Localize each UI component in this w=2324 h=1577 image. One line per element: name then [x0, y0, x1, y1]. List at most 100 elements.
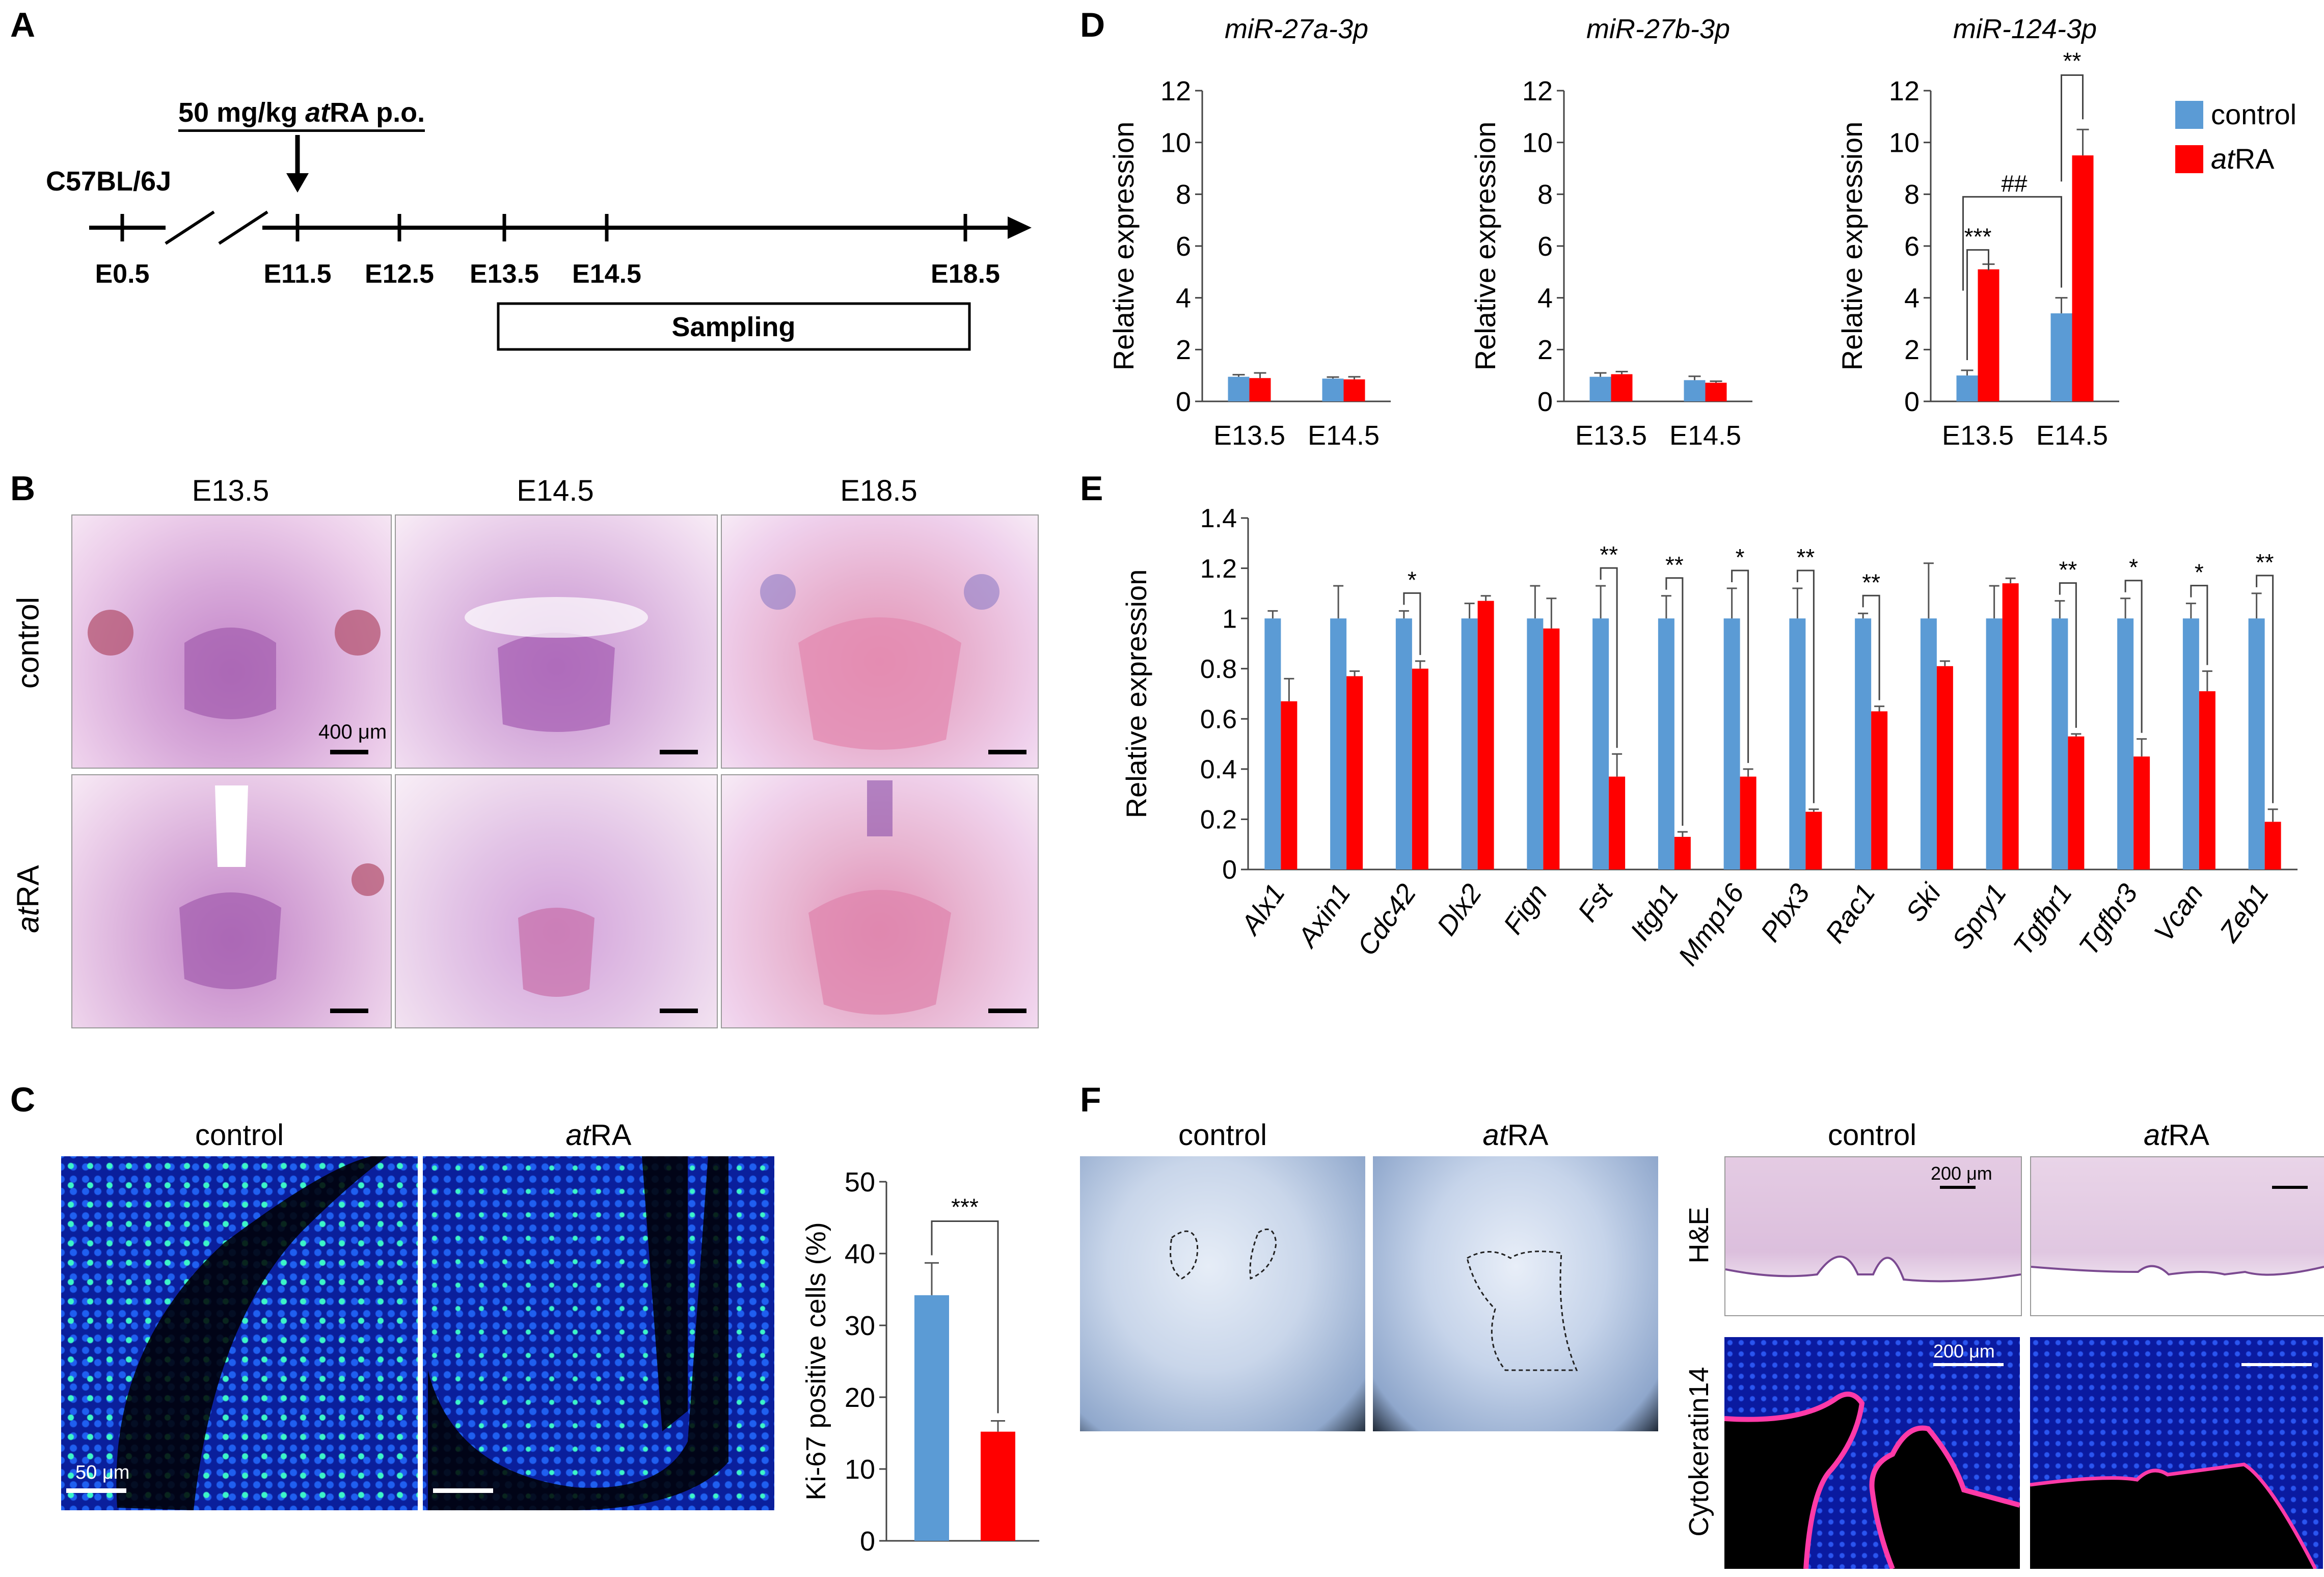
- y-tick-label: 0: [1537, 387, 1553, 417]
- ck14-section-control: [1724, 1337, 2020, 1569]
- bar-control-mmp16: [1723, 618, 1740, 869]
- significance-bracket: [1731, 569, 1749, 763]
- col-label-e14-5: E14.5: [517, 474, 594, 507]
- chart-mir-27b: miR-27b-3p 0 2 4 6 8 10 12 Relative expression E1…: [1469, 14, 1752, 451]
- bar-atra-pbx3: [1805, 811, 1822, 869]
- bar-control-vcan: [2182, 618, 2199, 869]
- c-title-atra: atRA: [565, 1119, 632, 1152]
- significance-label: *: [2195, 559, 2204, 586]
- significance-label: **: [2063, 48, 2082, 74]
- bar-atRA-E14.5: [1705, 383, 1727, 401]
- legend-label-atra: atRA: [2211, 143, 2275, 175]
- legend-swatch-control: [2175, 101, 2203, 129]
- bar-control-tgfbr1: [2051, 618, 2068, 869]
- x-tick-label: E14.5: [1669, 420, 1741, 451]
- scalebar-f-2: [2272, 1186, 2308, 1189]
- break-mark-1: [165, 210, 215, 245]
- bar-control-E13.5: [1228, 376, 1250, 401]
- bar-control-tgfbr3: [2117, 618, 2134, 869]
- scalebar-b-6: [988, 1009, 1026, 1013]
- significance-bracket: [1796, 569, 1815, 803]
- x-tick-label-tgfbr1: Tgfbr1: [2008, 878, 2078, 961]
- bar-control: [914, 1295, 949, 1541]
- y-tick-label: 12: [1160, 76, 1191, 106]
- x-tick-label-vcan: Vcan: [2148, 878, 2209, 947]
- dose-italic: at: [305, 97, 330, 128]
- y-tick-label: 12: [1522, 76, 1553, 106]
- bar-atra-vcan: [2199, 691, 2215, 869]
- bar-control-E13.5: [1589, 376, 1611, 401]
- f-row-label-ck14: Cytokeratin14: [1684, 1367, 1714, 1537]
- chart-title: miR-124-3p: [1953, 14, 2097, 44]
- y-tick-label: 50: [845, 1167, 875, 1198]
- significance-label: **: [2059, 557, 2077, 583]
- bar-atRA-E13.5: [1249, 378, 1271, 401]
- bar-atra-axin1: [1346, 676, 1363, 869]
- panel-label-a: A: [10, 6, 36, 44]
- scalebar-label-b: 400 μm: [318, 721, 387, 743]
- y-tick-label: 8: [1176, 179, 1191, 210]
- y-tick-label: 10: [1889, 128, 1920, 158]
- scalebar-label-c: 50 μm: [75, 1462, 130, 1483]
- bar-control-axin1: [1330, 618, 1347, 869]
- bar-control-cdc42: [1395, 618, 1412, 869]
- x-tick-label-dlx2: Dlx2: [1431, 878, 1488, 941]
- chart-gene-expression: 0 0.2 0.4 0.6 0.8 1 1.2 1.4 Relative expression A…: [1120, 504, 2298, 971]
- bar-atra-ski: [1936, 666, 1953, 869]
- y-tick-label: 2: [1904, 335, 1920, 365]
- y-tick-label: 2: [1537, 335, 1553, 365]
- y-tick-label: 1.2: [1200, 554, 1237, 584]
- bar-control-pbx3: [1789, 618, 1806, 869]
- panel-label-d: D: [1080, 6, 1105, 44]
- strain-label: C57BL/6J: [46, 166, 172, 197]
- panel-label-f: F: [1080, 1080, 1101, 1119]
- wholemount-atra: [1373, 1156, 1658, 1431]
- y-tick-label: 0: [1176, 387, 1191, 417]
- significance-bracket: [1966, 249, 1989, 360]
- chart-title: miR-27a-3p: [1225, 14, 1368, 44]
- scalebar-f-1: [1940, 1186, 1976, 1189]
- scalebar-label-f-2: 200 μm: [1933, 1341, 1995, 1362]
- x-tick-label-rac1: Rac1: [1819, 878, 1881, 948]
- scalebar-f-4: [2241, 1363, 2312, 1366]
- histology-atra-e18-5: [721, 774, 1039, 1028]
- sampling-box: [497, 302, 971, 351]
- ki67-image-atra: [423, 1156, 774, 1510]
- bar-control-alx1: [1264, 618, 1281, 869]
- histology-control-e18-5: [721, 514, 1039, 769]
- bar-control-fst: [1592, 618, 1609, 869]
- x-tick-label: E13.5: [1213, 420, 1285, 451]
- he-section-control: [1724, 1156, 2022, 1316]
- significance-bracket: [1862, 594, 1880, 700]
- x-tick-label-pbx3: Pbx3: [1754, 878, 1816, 947]
- stage-label-e13-5: E13.5: [470, 259, 539, 289]
- y-tick-label: 0: [860, 1526, 875, 1557]
- y-axis-label: Relative expression: [1107, 122, 1140, 371]
- x-tick-label-fign: Fign: [1498, 878, 1553, 939]
- scalebar-label-f-1: 200 μm: [1931, 1163, 1992, 1184]
- significance-label: **: [1862, 569, 1880, 595]
- y-tick-label: 6: [1904, 231, 1920, 262]
- significance-bracket: [1665, 577, 1684, 826]
- row-label-atra: atRA: [11, 865, 45, 933]
- significance-bracket: [931, 1220, 999, 1413]
- histology-atra-e13-5: [71, 774, 392, 1028]
- stage-label-e0-5: E0.5: [95, 259, 150, 289]
- bar-control-ski: [1920, 618, 1937, 869]
- bar-atra-spry1: [2002, 583, 2019, 869]
- y-tick-label: 4: [1537, 283, 1553, 314]
- significance-label: **: [1600, 541, 1618, 568]
- y-tick-label: 0.2: [1200, 805, 1237, 835]
- y-tick-label: 0.8: [1200, 655, 1237, 684]
- y-tick-label: 8: [1904, 179, 1920, 210]
- bar-control-dlx2: [1461, 618, 1478, 869]
- x-tick-label-fst: Fst: [1572, 878, 1619, 927]
- y-tick-label: 1: [1222, 604, 1237, 634]
- legend-swatch-atra: [2175, 145, 2203, 173]
- f-sec-title-control: control: [1827, 1119, 1917, 1152]
- col-label-e18-5: E18.5: [840, 474, 917, 507]
- significance-label: *: [2129, 554, 2138, 581]
- stage-label-e18-5: E18.5: [931, 259, 1000, 289]
- bar-atra-dlx2: [1477, 601, 1494, 869]
- bar-control-spry1: [1986, 618, 2003, 869]
